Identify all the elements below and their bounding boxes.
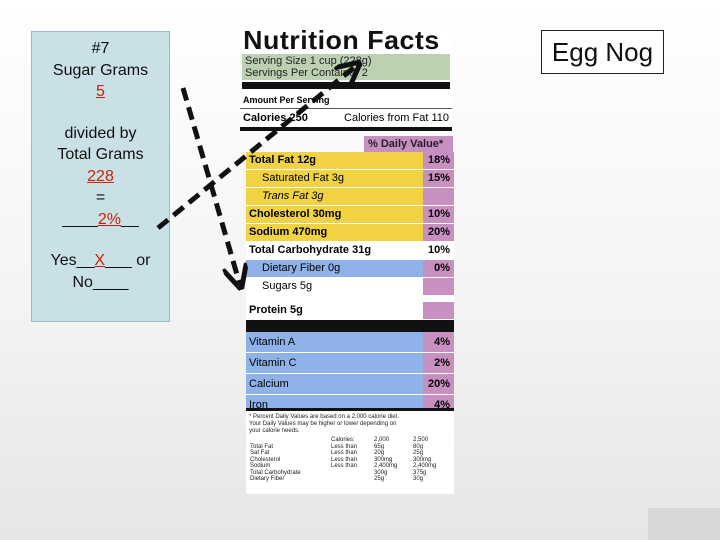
daily-values-cell: Calories:	[330, 437, 355, 443]
equals-sign: =	[95, 189, 106, 206]
daily-values-cell: Sodium	[250, 463, 271, 469]
daily-values-row: Sat Fat Less than 20g 25g	[249, 450, 451, 457]
nutrient-name: Total Fat 12g	[249, 154, 317, 166]
calories-section: Amount Per Serving Calories 250 Calories…	[240, 91, 452, 131]
nutrient-percent: 18%	[423, 152, 454, 169]
daily-values-cell: Total Carbohydrate	[250, 469, 301, 476]
nutrient-percent	[423, 302, 454, 319]
daily-values-cell: Dietary Fiber	[250, 476, 285, 482]
daily-value-header: % Daily Value*	[364, 136, 453, 152]
amount-per-serving: Amount Per Serving	[240, 91, 452, 109]
daily-values-cell: Less than	[330, 443, 358, 450]
yes-answer: Yes__X___ or	[50, 252, 151, 269]
nutrient-row: Trans Fat 3g	[246, 188, 454, 206]
nutrient-row: Total Carbohydrate 31g 10%	[246, 242, 454, 260]
nutrient-percent	[423, 278, 454, 295]
daily-values-cell: 2,400mg	[374, 463, 398, 469]
daily-values-cell: 25g	[413, 450, 424, 456]
divided-by-label: divided by	[64, 124, 137, 142]
nutrient-name: Dietary Fiber 0g	[262, 262, 341, 274]
vitamin-name: Vitamin A	[249, 336, 296, 348]
daily-values-cell: Less than	[330, 456, 358, 463]
label-title: Nutrition Facts	[243, 25, 440, 55]
sugar-grams-label: Sugar Grams	[52, 61, 149, 79]
daily-values-cell: 300mg	[413, 456, 432, 463]
daily-values-row: Cholesterol Less than 300mg 300mg	[249, 457, 451, 464]
total-grams-label: Total Grams	[57, 146, 144, 163]
nutrient-percent: 10%	[423, 206, 454, 223]
footnote-line-1: * Percent Daily Values are based on a 2,…	[249, 414, 399, 420]
nutrient-percent: 15%	[423, 170, 454, 187]
vitamin-name: Vitamin C	[249, 357, 297, 369]
nutrient-row: Sodium 470mg 20%	[246, 224, 454, 242]
nutrient-name: Sugars 5g	[262, 280, 313, 292]
daily-values-cell: 30g	[413, 476, 424, 482]
footnote-line-3: your calorie needs.	[249, 428, 300, 434]
nutrient-table: Total Fat 12g 18% Saturated Fat 3g 15% Trans…	[246, 152, 454, 416]
nutrient-name: Saturated Fat 3g	[262, 172, 344, 184]
product-name: Egg Nog	[541, 30, 664, 74]
daily-values-row: Calories: 2,000 2,500	[249, 437, 451, 444]
arrow-to-sugars	[180, 87, 240, 285]
vitamin-row: Vitamin C 2%	[246, 353, 454, 374]
calories-from-fat: Calories from Fat 110	[344, 112, 449, 124]
percent-result: ____2%__	[62, 210, 139, 228]
nutrient-percent	[423, 188, 454, 205]
daily-values-cell: Cholesterol	[250, 456, 281, 463]
nutrient-name: Protein 5g	[249, 304, 303, 316]
nutrient-row: Sugars 5g	[246, 278, 454, 296]
nutrient-name: Trans Fat 3g	[262, 190, 324, 202]
daily-values-row: Total Fat Less than 65g 80g	[249, 444, 451, 451]
nutrient-row: Dietary Fiber 0g 0%	[246, 260, 454, 278]
daily-values-row: Dietary Fiber 25g 30g	[249, 476, 451, 483]
vitamin-percent: 4%	[423, 332, 454, 352]
daily-values-row: Sodium Less than 2,400mg 2,400mg	[249, 463, 451, 470]
daily-values-cell: 2,400mg	[413, 463, 437, 469]
daily-values-cell: 300mg	[374, 456, 393, 463]
daily-values-cell: 80g	[413, 443, 424, 450]
corner-decoration	[648, 508, 720, 540]
daily-values-cell: 25g	[374, 476, 385, 482]
vitamin-percent: 20%	[423, 374, 454, 394]
nutrient-name: Sodium 470mg	[249, 226, 328, 238]
total-grams-value: 228	[87, 167, 114, 185]
nutrient-row: Total Fat 12g 18%	[246, 152, 454, 170]
vitamin-row: Calcium 20%	[246, 374, 454, 395]
nutrient-row: Cholesterol 30mg 10%	[246, 206, 454, 224]
daily-values-cell: 65g	[374, 443, 385, 450]
daily-values-row: Total Carbohydrate 300g 375g	[249, 470, 451, 477]
calculation-box: #7 Sugar Grams 5 divided by Total Grams …	[31, 31, 170, 322]
nutrient-percent: 20%	[423, 224, 454, 241]
nutrient-percent: 0%	[423, 260, 454, 277]
daily-values-cell: Less than	[330, 450, 358, 456]
nutrient-percent: 10%	[423, 242, 454, 259]
daily-values-cell: 20g	[374, 450, 385, 456]
sugar-grams-value: 5	[96, 83, 105, 100]
footnote-line-2: Your Daily Values may be higher or lower…	[249, 421, 397, 427]
daily-values-cell: 375g	[413, 469, 427, 476]
daily-values-cell: Total Fat	[250, 443, 274, 450]
vitamin-row: Vitamin A 4%	[246, 332, 454, 353]
daily-values-cell: 2,500	[413, 437, 429, 443]
vitamin-percent: 2%	[423, 353, 454, 373]
nutrient-name: Total Carbohydrate 31g	[249, 244, 372, 256]
nutrient-row: Saturated Fat 3g 15%	[246, 170, 454, 188]
daily-values-cell: 300g	[374, 469, 388, 476]
arrow-to-serving-size	[156, 65, 357, 230]
daily-values-cell: 2,000	[374, 437, 390, 443]
nutrient-name: Cholesterol 30mg	[249, 208, 342, 220]
daily-values-table: Calories: 2,000 2,500 Total Fat Less than 65g…	[249, 437, 451, 483]
footnote: * Percent Daily Values are based on a 2,…	[246, 408, 454, 494]
no-answer: No____	[72, 273, 129, 291]
question-number: #7	[91, 40, 110, 57]
daily-values-cell: Sat Fat	[250, 450, 270, 456]
nutrient-row: Protein 5g	[246, 302, 454, 320]
vitamin-name: Calcium	[249, 378, 289, 390]
daily-values-cell: Less than	[330, 463, 358, 469]
